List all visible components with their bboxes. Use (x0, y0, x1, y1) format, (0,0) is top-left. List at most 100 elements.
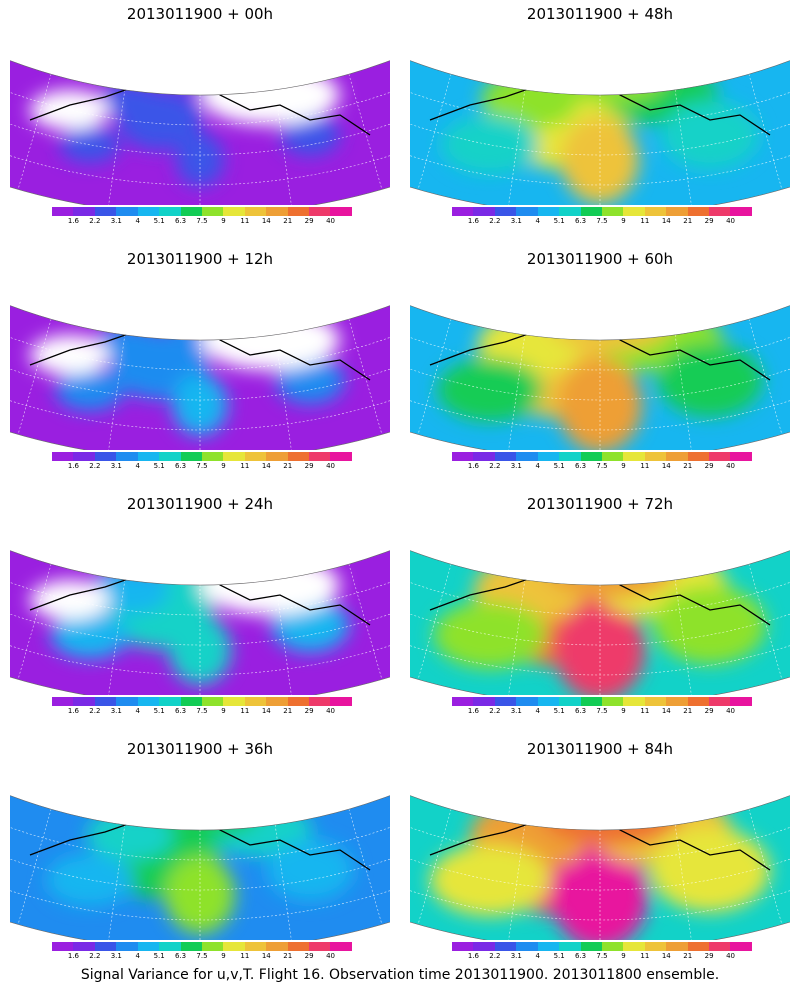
colorbar-label: 11 (240, 952, 250, 960)
colorbar-label: 6.3 (174, 462, 187, 470)
colorbar-label: 1.6 (467, 952, 479, 960)
colorbar-swatch (137, 942, 160, 951)
colorbar-label: 9 (221, 217, 226, 225)
colorbar: 1.6 2.2 3.1 4 5.1 6.3 7.5 9 11 14 21 29 40 (52, 452, 352, 472)
colorbar-swatch (137, 452, 160, 461)
colorbar: 1.6 2.2 3.1 4 5.1 6.3 7.5 9 11 14 21 29 40 (52, 207, 352, 227)
colorbar-swatch (601, 207, 624, 216)
colorbar-swatch (201, 207, 224, 216)
colorbar-label: 6.3 (174, 217, 187, 225)
colorbar-label: 7.5 (196, 462, 208, 470)
colorbar-swatch (52, 697, 74, 706)
panel-title: 2013011900 + 48h (526, 5, 674, 23)
colorbar-swatch (516, 452, 538, 461)
colorbar-label: 14 (261, 462, 271, 470)
variance-map (10, 542, 390, 695)
colorbar-swatch (223, 942, 245, 951)
colorbar-swatch (494, 207, 517, 216)
colorbar-swatch (266, 452, 288, 461)
map-panel: 2013011900 + 84h 1.6 2.2 3.1 4 5.1 6.3 7.5 9 11 14… (410, 740, 790, 980)
colorbar-label: 29 (304, 462, 314, 470)
colorbar-swatch (580, 207, 602, 216)
colorbar-label: 29 (704, 707, 714, 715)
colorbar-swatch (580, 942, 602, 951)
colorbar-label: 9 (621, 462, 626, 470)
colorbar-swatch (666, 452, 688, 461)
colorbar-label: 9 (221, 462, 226, 470)
colorbar-swatch (559, 207, 581, 216)
colorbar-swatch (623, 697, 645, 706)
panel-title: 2013011900 + 24h (126, 495, 274, 513)
colorbar-swatch (730, 697, 752, 706)
colorbar-swatch (601, 942, 624, 951)
colorbar-label: 2.2 (89, 217, 101, 225)
colorbar-swatch (94, 452, 117, 461)
colorbar: 1.6 2.2 3.1 4 5.1 6.3 7.5 9 11 14 21 29 40 (52, 942, 352, 962)
colorbar-label: 21 (283, 952, 293, 960)
colorbar-label: 5.1 (153, 217, 165, 225)
panel-title: 2013011900 + 36h (126, 740, 274, 758)
colorbar-swatch (666, 942, 688, 951)
colorbar-swatch (309, 942, 331, 951)
colorbar-label: 3.1 (510, 707, 522, 715)
colorbar-swatch (687, 207, 710, 216)
colorbar-swatch (73, 942, 95, 951)
colorbar-label: 21 (283, 217, 293, 225)
colorbar-swatch (244, 697, 267, 706)
colorbar-label: 29 (304, 707, 314, 715)
colorbar-swatch (516, 207, 538, 216)
colorbar-swatch (623, 942, 645, 951)
colorbar-label: 7.5 (596, 217, 608, 225)
colorbar-swatch (623, 452, 645, 461)
colorbar-label: 21 (283, 707, 293, 715)
colorbar-swatch (666, 697, 688, 706)
colorbar-swatch (266, 207, 288, 216)
colorbar-label: 1.6 (67, 462, 79, 470)
colorbar-label: 2.2 (89, 462, 101, 470)
variance-map (410, 52, 790, 205)
colorbar-swatch (94, 697, 117, 706)
colorbar-label: 3.1 (110, 462, 122, 470)
colorbar-label: 3.1 (510, 217, 522, 225)
colorbar-label: 9 (621, 217, 626, 225)
variance-map (410, 787, 790, 940)
colorbar-swatch (180, 207, 202, 216)
colorbar-swatch (201, 697, 224, 706)
colorbar-label: 6.3 (574, 952, 587, 960)
colorbar-label: 14 (261, 952, 271, 960)
variance-map (10, 52, 390, 205)
colorbar-label: 11 (640, 217, 650, 225)
colorbar-label: 14 (661, 952, 671, 960)
colorbar-swatch (601, 697, 624, 706)
colorbar-label: 1.6 (467, 217, 479, 225)
colorbar-label: 3.1 (510, 462, 522, 470)
colorbar-label: 29 (704, 952, 714, 960)
colorbar-swatch (559, 942, 581, 951)
variance-map (10, 297, 390, 450)
colorbar-label: 21 (683, 952, 693, 960)
colorbar-swatch (516, 697, 538, 706)
colorbar-swatch (180, 697, 202, 706)
colorbar-swatch (287, 697, 310, 706)
colorbar-label: 5.1 (553, 952, 565, 960)
map-panel: 2013011900 + 00h 1.6 2.2 3.1 4 5.1 6.3 7.5 9 11 14… (10, 5, 390, 245)
colorbar-label: 7.5 (196, 952, 208, 960)
colorbar-swatch (644, 452, 667, 461)
colorbar-label: 6.3 (574, 462, 587, 470)
colorbar-label: 5.1 (153, 462, 165, 470)
colorbar-swatch (452, 697, 474, 706)
colorbar-swatch (180, 942, 202, 951)
colorbar-label: 40 (326, 707, 336, 715)
colorbar-swatch (330, 942, 352, 951)
colorbar-swatch (73, 697, 95, 706)
colorbar-swatch (52, 452, 74, 461)
colorbar: 1.6 2.2 3.1 4 5.1 6.3 7.5 9 11 14 21 29 40 (452, 207, 752, 227)
colorbar: 1.6 2.2 3.1 4 5.1 6.3 7.5 9 11 14 21 29 40 (452, 942, 752, 962)
colorbar-swatch (687, 697, 710, 706)
colorbar-label: 14 (661, 462, 671, 470)
colorbar-swatch (494, 452, 517, 461)
colorbar-swatch (644, 942, 667, 951)
colorbar-label: 4 (135, 707, 140, 715)
colorbar-label: 11 (240, 707, 250, 715)
colorbar-label: 5.1 (553, 217, 565, 225)
